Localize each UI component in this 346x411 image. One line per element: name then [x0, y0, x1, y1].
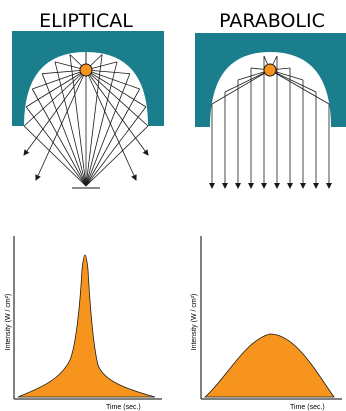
elliptical-ray-incident [85, 69, 147, 108]
elliptical-ray-incident [23, 69, 87, 127]
elliptical-ray-reflected [85, 61, 118, 187]
parabolic-xlabel: Time (sec.) [290, 404, 325, 411]
parabolic-ray-incident [269, 69, 317, 93]
elliptical-ray-reflected [85, 125, 149, 187]
elliptical-intensity-curve [17, 254, 156, 398]
parabolic-title: PARABOLIC [219, 10, 325, 32]
parabolic-ray-incident [224, 69, 271, 93]
parabolic-lamp [263, 63, 277, 77]
elliptical-ray-escaping [35, 69, 87, 181]
elliptical-ray-escaping [85, 69, 137, 181]
elliptical-reflector-body [12, 31, 164, 126]
elliptical-ray-incident [25, 69, 87, 108]
elliptical-ray-escaping [23, 69, 87, 156]
elliptical-ray-escaping [85, 69, 149, 156]
parabolic-ray-incident [211, 69, 271, 105]
elliptical-lamp [79, 63, 93, 77]
parabolic-light-rays [209, 55, 332, 189]
elliptical-ray-incident [85, 69, 149, 127]
elliptical-ray-reflected [41, 73, 87, 187]
elliptical-ray-reflected [69, 54, 87, 187]
parabolic-intensity-curve [203, 333, 335, 398]
parabolic-ray-incident [269, 69, 330, 105]
parabolic-ylabel: Intensity (W / cm²) [191, 294, 198, 351]
elliptical-ray-reflected [23, 125, 87, 187]
elliptical-ray-incident [85, 69, 130, 75]
elliptical-ray-reflected [54, 61, 87, 187]
elliptical-ylabel: Intensity (W / cm²) [5, 294, 12, 351]
eliptical-title: ELIPTICAL [39, 10, 133, 32]
elliptical-ray-reflected [85, 54, 103, 187]
elliptical-ray-reflected [25, 106, 87, 187]
elliptical-ray-reflected [85, 106, 147, 187]
elliptical-intensity-plot: Intensity (W / cm²) Time (sec.) [5, 236, 162, 411]
parabolic-reflector-body [195, 33, 346, 127]
parabolic-intensity-plot: Intensity (W / cm²) Time (sec.) [191, 236, 342, 411]
elliptical-xlabel: Time (sec.) [106, 404, 141, 411]
elliptical-reflector [12, 31, 164, 189]
elliptical-ray-incident [85, 69, 140, 90]
elliptical-light-rays [23, 52, 149, 187]
elliptical-ray-incident [42, 69, 87, 75]
parabolic-reflector [195, 33, 346, 189]
elliptical-ray-reflected [31, 88, 87, 187]
elliptical-ray-reflected [85, 88, 141, 187]
